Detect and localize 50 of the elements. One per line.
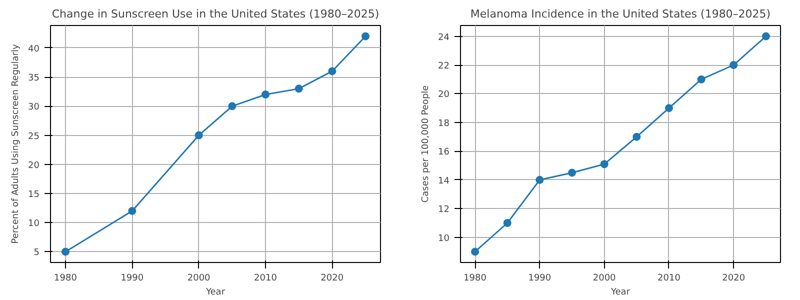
- x-tick-label: 2020: [722, 274, 746, 284]
- y-axis-title: Cases per 100,000 People: [421, 84, 432, 203]
- y-tick-label: 20: [28, 160, 40, 171]
- point: [194, 131, 203, 140]
- point: [471, 248, 480, 256]
- x-tick-label: 1980: [54, 274, 78, 284]
- point: [730, 61, 738, 69]
- point: [536, 176, 544, 184]
- y-tick-label: 22: [438, 62, 450, 72]
- chart-title: Change in Sunscreen Use in the United States (1980–2025): [52, 8, 380, 20]
- point: [568, 168, 576, 177]
- y-tick-label: 40: [28, 44, 40, 54]
- point: [228, 102, 236, 110]
- point: [328, 67, 336, 76]
- x-tick-label: 2010: [658, 274, 681, 284]
- y-tick-label: 15: [28, 190, 40, 200]
- point: [262, 90, 270, 98]
- y-tick-label: 20: [438, 90, 450, 100]
- y-tick-label: 35: [28, 74, 40, 84]
- y-tick-label: 5: [34, 248, 40, 258]
- x-tick-label: 2000: [592, 274, 616, 284]
- y-axis-title: Percent of Adults Using Sunscreen Regularly: [11, 44, 22, 244]
- x-axis-title: Year: [610, 288, 630, 298]
- point: [632, 132, 641, 141]
- point: [762, 32, 770, 40]
- point: [128, 206, 136, 215]
- x-tick-label: 2020: [320, 274, 344, 284]
- chart-title: Melanoma Incidence in the United States (1980–2025): [470, 8, 771, 20]
- y-tick-label: 14: [438, 176, 450, 186]
- y-tick-label: 12: [438, 205, 450, 216]
- x-tick-label: 1990: [120, 274, 144, 284]
- x-tick-label: 2010: [254, 274, 278, 284]
- point: [62, 248, 70, 256]
- x-tick-label: 1990: [528, 274, 552, 284]
- y-tick-label: 16: [438, 148, 450, 158]
- y-tick-label: 10: [28, 219, 40, 230]
- y-tick-label: 10: [438, 234, 450, 244]
- y-tick-label: 24: [438, 32, 450, 43]
- x-tick-label: 2000: [187, 274, 211, 284]
- x-tick-label: 1980: [464, 274, 487, 284]
- x-axis-title: Year: [204, 288, 226, 298]
- point: [362, 32, 370, 40]
- y-tick-label: 30: [28, 102, 40, 113]
- point: [503, 219, 512, 227]
- point: [664, 104, 673, 112]
- point: [294, 84, 303, 93]
- point: [697, 75, 706, 84]
- y-tick-label: 18: [438, 118, 450, 129]
- y-tick-label: 25: [28, 132, 40, 142]
- point: [600, 160, 608, 168]
